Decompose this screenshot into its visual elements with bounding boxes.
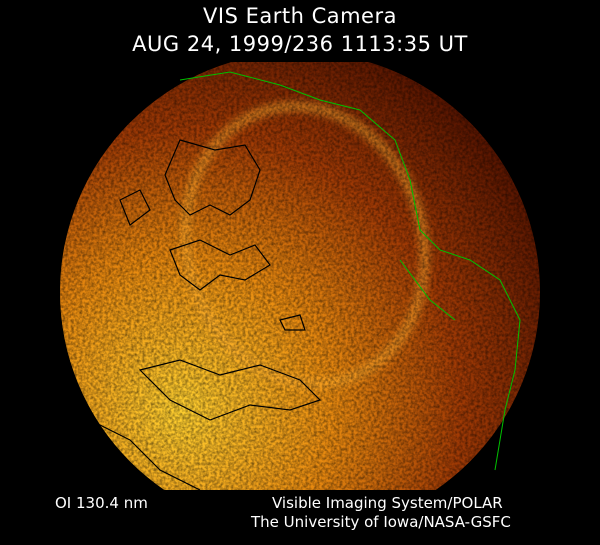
image-timestamp: AUG 24, 1999/236 1113:35 UT	[132, 32, 468, 56]
institution-label: The University of Iowa/NASA-GSFC	[251, 513, 511, 531]
coastline-dark-side	[59, 139, 322, 490]
image-noise	[60, 62, 540, 490]
instrument-label: Visible Imaging System/POLAR	[272, 494, 503, 512]
wavelength-label: OI 130.4 nm	[55, 494, 148, 512]
coastline-day-side	[179, 71, 521, 471]
camera-title: VIS Earth Camera	[203, 4, 397, 28]
